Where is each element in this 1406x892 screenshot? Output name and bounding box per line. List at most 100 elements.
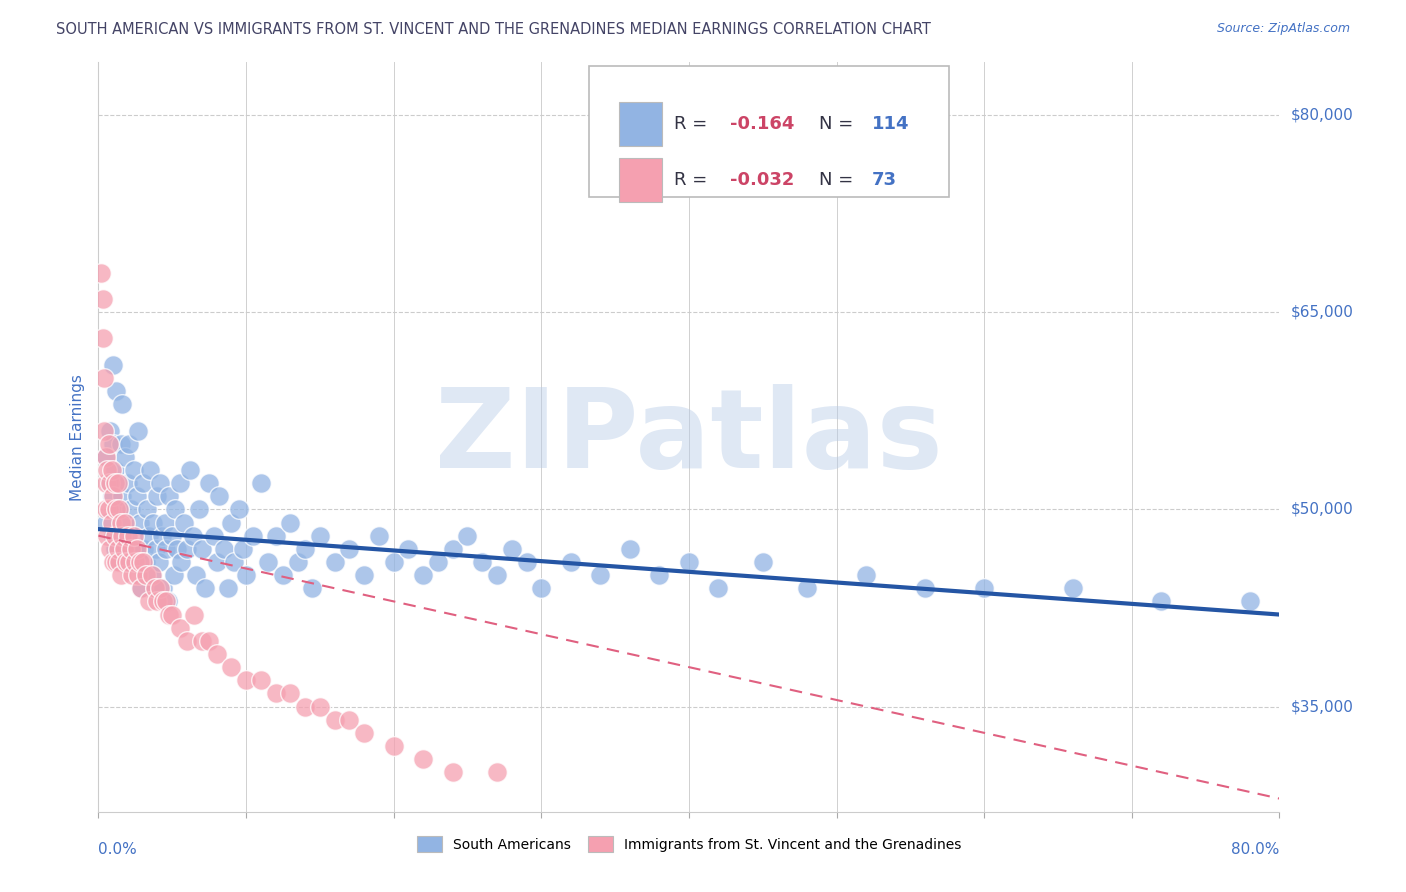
Text: N =: N =	[818, 171, 859, 189]
Point	[179, 463, 201, 477]
Point	[90, 266, 112, 280]
Point	[280, 516, 302, 530]
Point	[91, 292, 114, 306]
Point	[560, 555, 582, 569]
Point	[132, 476, 155, 491]
Text: $50,000: $50,000	[1291, 502, 1354, 516]
Text: -0.164: -0.164	[730, 115, 794, 133]
Point	[122, 529, 145, 543]
Point	[184, 568, 207, 582]
Point	[114, 516, 136, 530]
Point	[110, 568, 132, 582]
Point	[169, 476, 191, 491]
Point	[93, 424, 115, 438]
Point	[105, 384, 128, 398]
Point	[441, 765, 464, 780]
Point	[183, 607, 205, 622]
Point	[141, 568, 163, 582]
Point	[103, 436, 125, 450]
Point	[111, 529, 134, 543]
Point	[796, 581, 818, 595]
Text: Source: ZipAtlas.com: Source: ZipAtlas.com	[1216, 22, 1350, 36]
Point	[353, 568, 375, 582]
Point	[97, 502, 120, 516]
Point	[166, 541, 188, 556]
Legend: South Americans, Immigrants from St. Vincent and the Grenadines: South Americans, Immigrants from St. Vin…	[412, 830, 966, 857]
Point	[176, 633, 198, 648]
Point	[115, 555, 138, 569]
Point	[382, 555, 405, 569]
Point	[486, 765, 509, 780]
Point	[486, 568, 509, 582]
Point	[309, 529, 332, 543]
Point	[163, 568, 186, 582]
Point	[149, 581, 172, 595]
Point	[103, 529, 125, 543]
Point	[162, 529, 183, 543]
Point	[124, 541, 146, 556]
Text: R =: R =	[673, 115, 713, 133]
Point	[619, 541, 641, 556]
Point	[339, 541, 361, 556]
Point	[108, 555, 131, 569]
Point	[752, 555, 775, 569]
Point	[122, 463, 145, 477]
Point	[98, 476, 121, 491]
Point	[173, 516, 195, 530]
Point	[516, 555, 538, 569]
Point	[368, 529, 391, 543]
Point	[149, 476, 172, 491]
Point	[134, 541, 156, 556]
Point	[181, 529, 204, 543]
Point	[94, 476, 117, 491]
Point	[94, 450, 117, 464]
Point	[111, 489, 134, 503]
Point	[118, 436, 141, 450]
Point	[111, 397, 134, 411]
Point	[139, 463, 162, 477]
Y-axis label: Median Earnings: Median Earnings	[70, 374, 86, 500]
Point	[120, 502, 142, 516]
Point	[100, 516, 122, 530]
Point	[94, 450, 117, 464]
Point	[103, 358, 125, 372]
Point	[110, 516, 132, 530]
Point	[855, 568, 877, 582]
Point	[707, 581, 730, 595]
Point	[129, 581, 152, 595]
Point	[104, 541, 127, 556]
Point	[165, 502, 187, 516]
Point	[112, 541, 135, 556]
Point	[914, 581, 936, 595]
Point	[103, 489, 125, 503]
Point	[250, 476, 273, 491]
Point	[120, 541, 142, 556]
Point	[176, 541, 198, 556]
Point	[221, 516, 243, 530]
Point	[118, 555, 141, 569]
Point	[191, 541, 214, 556]
Point	[235, 568, 257, 582]
Point	[136, 502, 159, 516]
Point	[235, 673, 257, 688]
Point	[323, 555, 346, 569]
Text: 0.0%: 0.0%	[98, 842, 138, 857]
Point	[143, 581, 166, 595]
Point	[129, 581, 152, 595]
Point	[125, 541, 148, 556]
Text: 73: 73	[872, 171, 897, 189]
Point	[96, 529, 118, 543]
Point	[155, 541, 177, 556]
Point	[212, 541, 235, 556]
Point	[382, 739, 405, 753]
Point	[648, 568, 671, 582]
Point	[170, 555, 193, 569]
Point	[271, 568, 294, 582]
Point	[157, 489, 180, 503]
Point	[152, 581, 174, 595]
Point	[973, 581, 995, 595]
Point	[191, 633, 214, 648]
Point	[242, 529, 264, 543]
Point	[108, 502, 131, 516]
Text: $65,000: $65,000	[1291, 305, 1354, 319]
